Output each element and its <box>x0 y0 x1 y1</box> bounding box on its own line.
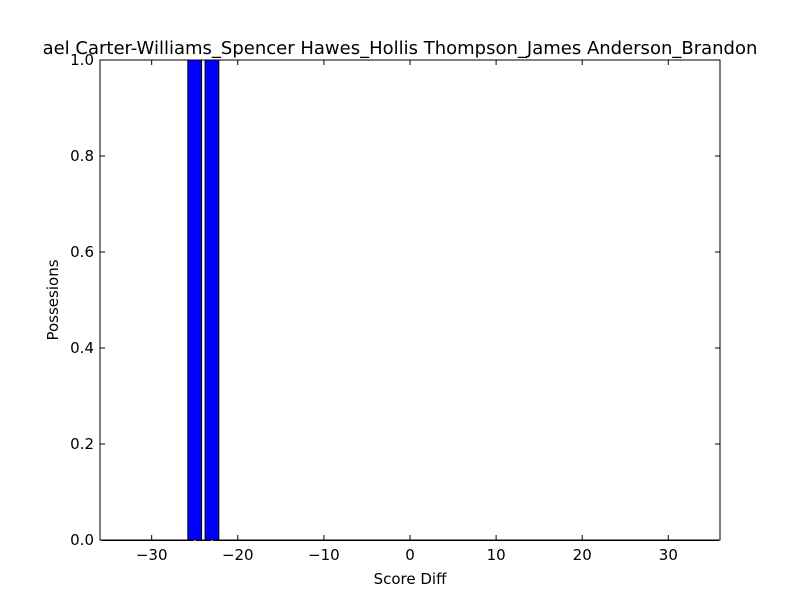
y-tick-label: 0.8 <box>70 147 94 165</box>
x-tick-label: 0 <box>405 546 415 564</box>
x-axis-label: Score Diff <box>374 570 447 588</box>
x-tick-label: −30 <box>136 546 168 564</box>
x-tick-label: −10 <box>308 546 340 564</box>
bar <box>187 59 203 541</box>
plot-area-frame <box>99 59 721 541</box>
x-tick-label: 20 <box>573 546 592 564</box>
y-tick-label: 0.6 <box>70 243 94 261</box>
y-tick-label: 0.0 <box>70 531 94 549</box>
y-tick-label: 0.2 <box>70 435 94 453</box>
ticks-layer: −30 −20 −10 0 10 20 30 0.0 0.2 0.4 0.6 0.8 1.0 <box>70 51 720 564</box>
bars-layer <box>101 59 719 541</box>
chart-title: ael Carter-Williams_Spencer Hawes_Hollis… <box>43 38 758 59</box>
x-tick-label: 30 <box>659 546 678 564</box>
bar <box>204 59 220 541</box>
y-tick-label: 1.0 <box>70 51 94 69</box>
y-tick-label: 0.4 <box>70 339 94 357</box>
y-axis-label: Possesions <box>44 259 62 340</box>
x-tick-label: 10 <box>487 546 506 564</box>
x-tick-label: −20 <box>222 546 254 564</box>
